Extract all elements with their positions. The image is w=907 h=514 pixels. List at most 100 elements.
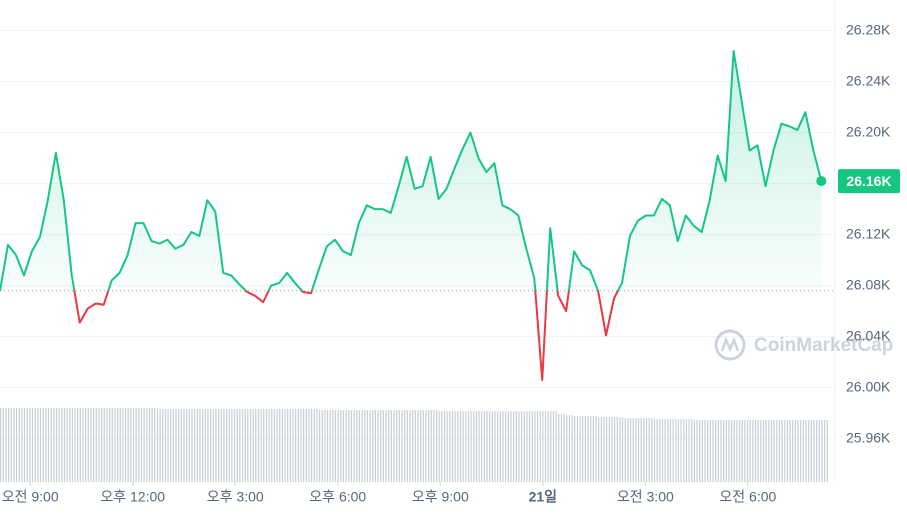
- volume-bar-part: [34, 408, 36, 482]
- volume-bar-part: [236, 409, 238, 482]
- volume-bar-part: [497, 411, 499, 482]
- volume-bar: [470, 411, 472, 482]
- volume-bar-part: [515, 411, 517, 482]
- volume-bar-part: [436, 410, 438, 482]
- volume-bar-part: [576, 416, 579, 482]
- volume-bar-part: [369, 410, 371, 482]
- volume-bar-part: [683, 419, 685, 482]
- volume-bar-part: [688, 419, 690, 482]
- volume-bar: [223, 409, 225, 482]
- volume-bar-part: [98, 408, 100, 482]
- volume-bar-part: [265, 409, 268, 482]
- volume-bar-part: [560, 414, 563, 482]
- x-tick-label: 오전 3:00: [617, 489, 674, 505]
- volume-bar-part: [74, 408, 76, 482]
- volume-bar-part: [611, 417, 613, 482]
- volume-bar: [765, 420, 767, 482]
- volume-bar-part: [728, 420, 730, 482]
- volume-bar-part: [584, 416, 587, 482]
- volume-bar: [749, 420, 751, 482]
- volume-bar-part: [760, 420, 762, 482]
- volume-bar-part: [776, 420, 778, 482]
- volume-bar: [526, 411, 528, 482]
- volume-bar-part: [404, 410, 406, 482]
- volume-bar-part: [297, 409, 299, 482]
- volume-bar-part: [754, 420, 757, 482]
- volume-bar-part: [178, 409, 180, 482]
- volume-bar-part: [651, 418, 653, 482]
- volume-bar-part: [58, 408, 60, 482]
- volume-bar-part: [696, 420, 698, 482]
- volume-bar-part: [707, 420, 709, 482]
- volume-bar-part: [93, 408, 95, 482]
- price-line: [0, 50, 823, 381]
- volume-bar-part: [648, 418, 650, 482]
- volume-bar-part: [122, 408, 124, 482]
- volume-bar-part: [377, 410, 379, 482]
- volume-bar-part: [210, 409, 212, 482]
- x-tick-label: 오전 6:00: [719, 489, 776, 505]
- volume-bar: [462, 411, 464, 482]
- volume-bar-part: [786, 420, 789, 482]
- watermark-logo-mark: [720, 336, 740, 353]
- volume-bar-part: [675, 419, 677, 482]
- volume-bar: [135, 408, 137, 482]
- y-tick-label: 26.12K: [846, 225, 891, 241]
- volume-bar: [701, 420, 703, 482]
- volume-bar-part: [2, 408, 4, 482]
- volume-bar: [31, 408, 34, 482]
- volume-bar-part: [635, 418, 637, 482]
- volume-bar-part: [600, 417, 602, 482]
- volume-bar-part: [82, 408, 84, 482]
- volume-bar: [797, 420, 799, 482]
- volume-bar-part: [643, 418, 645, 482]
- volume-bar: [789, 420, 791, 482]
- volume-bar-part: [276, 409, 278, 482]
- volume-bar-part: [90, 408, 92, 482]
- volume-bar: [151, 408, 153, 482]
- volume-bar-part: [372, 410, 374, 482]
- volume-bar-part: [699, 420, 701, 482]
- volume-bar: [621, 418, 624, 482]
- volume-bar-part: [712, 420, 714, 482]
- volume-bar-part: [300, 409, 302, 482]
- volume-bar: [478, 411, 480, 482]
- volume-bar-part: [656, 419, 658, 482]
- volume-bar: [287, 409, 289, 482]
- volume-bar-part: [808, 420, 810, 482]
- volume-bar-part: [680, 419, 682, 482]
- volume-bar-part: [595, 416, 597, 482]
- volume-bar: [127, 408, 129, 482]
- volume-bar-part: [547, 411, 549, 482]
- volume-bar: [310, 409, 313, 482]
- volume-bar-part: [443, 411, 446, 482]
- volume-bar-part: [361, 410, 363, 482]
- volume-bar-part: [292, 409, 294, 482]
- volume-bar-part: [393, 410, 395, 482]
- volume-bar: [614, 417, 616, 482]
- volume-bar-part: [489, 411, 491, 482]
- volume-bar-part: [329, 410, 331, 482]
- volume-bar-part: [481, 411, 483, 482]
- x-tick-label: 오후 9:00: [412, 489, 469, 505]
- volume-bar-part: [156, 408, 159, 482]
- volume-bar-part: [528, 411, 531, 482]
- volume-bar-part: [523, 411, 525, 482]
- volume-bar-part: [824, 420, 826, 482]
- volume-bar: [494, 411, 496, 482]
- volume-bar: [454, 411, 456, 482]
- volume-bar: [510, 411, 512, 482]
- volume-bar-part: [77, 408, 79, 482]
- volume-bar-part: [196, 409, 198, 482]
- watermark: CoinMarketCap: [714, 329, 893, 361]
- volume-bar: [542, 411, 544, 482]
- volume-bar-part: [401, 410, 403, 482]
- volume-bar-part: [140, 408, 143, 482]
- volume-bar: [422, 410, 424, 482]
- y-tick-label: 26.28K: [846, 21, 891, 37]
- volume-bar: [87, 408, 89, 482]
- volume-bar-part: [388, 410, 390, 482]
- volume-bar: [414, 410, 416, 482]
- volume-bar: [79, 408, 81, 482]
- volume-bar-part: [233, 409, 236, 482]
